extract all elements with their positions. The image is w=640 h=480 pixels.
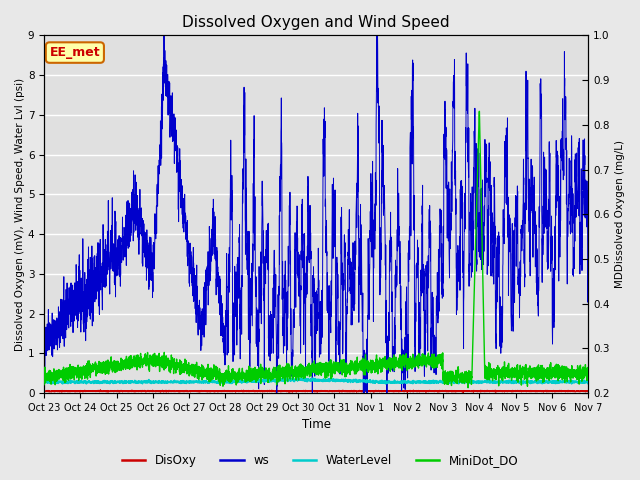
WaterLevel <box>442 377 450 383</box>
DisOxy <box>97 387 104 393</box>
ws <box>467 228 474 233</box>
MiniDot_DO <box>464 385 472 391</box>
MiniDot_DO <box>40 382 48 387</box>
ws <box>442 161 450 167</box>
WaterLevel <box>403 379 411 384</box>
ws <box>458 189 466 194</box>
ws <box>160 33 168 38</box>
WaterLevel <box>467 380 474 386</box>
MiniDot_DO <box>584 370 592 375</box>
Line: WaterLevel: WaterLevel <box>44 378 588 384</box>
WaterLevel <box>309 375 317 381</box>
MiniDot_DO <box>442 378 450 384</box>
DisOxy <box>134 388 142 394</box>
WaterLevel <box>458 380 466 385</box>
DisOxy <box>392 388 400 394</box>
DisOxy <box>442 388 450 394</box>
DisOxy <box>40 389 48 395</box>
DisOxy <box>403 388 411 394</box>
MiniDot_DO <box>392 354 400 360</box>
MiniDot_DO <box>403 360 411 365</box>
WaterLevel <box>134 380 141 385</box>
DisOxy <box>584 388 592 394</box>
Y-axis label: MDDissolved Oxygen (mg/L): MDDissolved Oxygen (mg/L) <box>615 140 625 288</box>
WaterLevel <box>584 380 592 385</box>
Line: DisOxy: DisOxy <box>44 390 588 392</box>
ws <box>392 284 400 290</box>
ws <box>273 390 280 396</box>
MiniDot_DO <box>476 108 483 114</box>
MiniDot_DO <box>134 352 141 358</box>
X-axis label: Time: Time <box>301 419 331 432</box>
Legend: DisOxy, ws, WaterLevel, MiniDot_DO: DisOxy, ws, WaterLevel, MiniDot_DO <box>117 449 523 472</box>
MiniDot_DO <box>458 380 466 386</box>
ws <box>40 338 48 344</box>
DisOxy <box>467 388 474 394</box>
Title: Dissolved Oxygen and Wind Speed: Dissolved Oxygen and Wind Speed <box>182 15 450 30</box>
Y-axis label: Dissolved Oxygen (mV), Wind Speed, Water Lvl (psi): Dissolved Oxygen (mV), Wind Speed, Water… <box>15 78 25 351</box>
WaterLevel <box>220 381 227 387</box>
WaterLevel <box>40 380 48 386</box>
DisOxy <box>458 388 466 394</box>
Text: EE_met: EE_met <box>49 46 100 59</box>
ws <box>403 344 411 349</box>
ws <box>134 212 141 217</box>
MiniDot_DO <box>467 374 474 380</box>
Line: ws: ws <box>44 36 588 393</box>
DisOxy <box>403 389 411 395</box>
ws <box>584 257 592 263</box>
WaterLevel <box>392 379 400 385</box>
Line: MiniDot_DO: MiniDot_DO <box>44 111 588 388</box>
